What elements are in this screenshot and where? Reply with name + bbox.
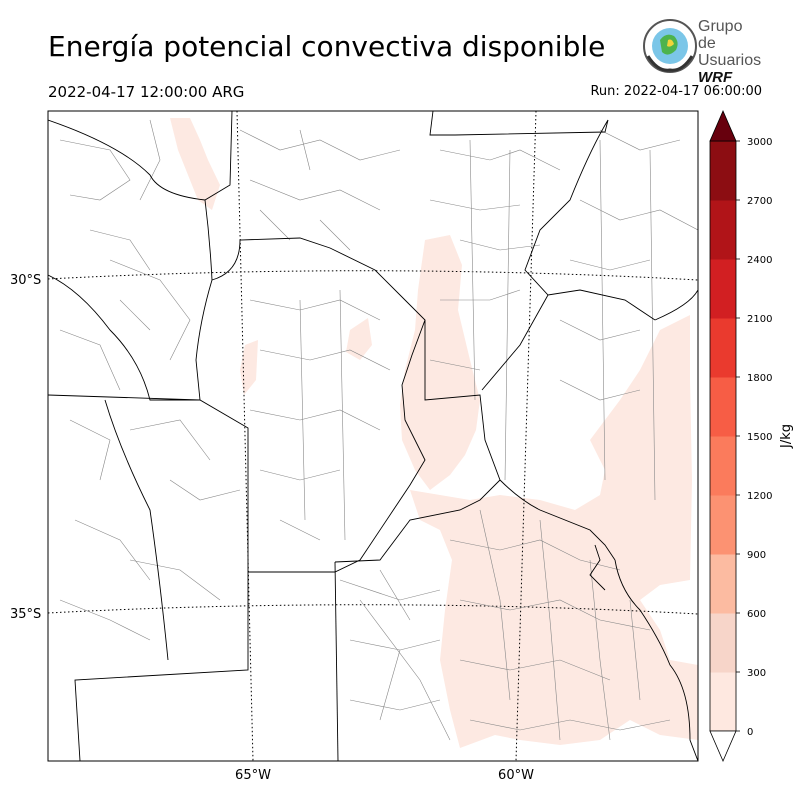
colorbar-tick-label: 2400 [747, 255, 772, 266]
colorbar-band [710, 554, 736, 614]
colorbar-band [710, 613, 736, 673]
valid-time: 2022-04-17 12:00:00 ARG [48, 83, 245, 101]
colorbar-unit-label: J/kg [779, 424, 794, 449]
colorbar-band [710, 318, 736, 378]
logo-line-3: WRF [698, 69, 733, 86]
colorbar-band [710, 495, 736, 555]
colorbar-band [710, 672, 736, 732]
province-boundaries [48, 111, 698, 761]
run-time: Run: 2022-04-17 06:00:00 [590, 84, 762, 99]
map-frame [47, 110, 699, 762]
colorbar-tick-label: 1500 [747, 432, 772, 443]
globe-icon [643, 19, 697, 73]
colorbar-over-triangle [709, 109, 737, 142]
wrf-logo: Grupo de Usuarios WRF [640, 16, 762, 86]
colorbar-band [710, 200, 736, 260]
lon-label-65w: 65°W [235, 768, 271, 783]
colorbar-tick-label: 2700 [747, 196, 772, 207]
cape-field [170, 118, 698, 748]
map-area [48, 111, 698, 761]
colorbar-band [710, 141, 736, 201]
colorbar: 0 300 600 900 1200 1500 1800 2100 2400 2700 3000 J… [709, 109, 794, 763]
colorbar-band [710, 436, 736, 496]
colorbar-under-triangle [709, 730, 737, 763]
colorbar-tick-label: 600 [747, 609, 766, 620]
graticule [48, 111, 698, 761]
department-boundaries [59, 119, 698, 741]
lon-label-60w: 60°W [498, 768, 534, 783]
logo-line-2: Usuarios [698, 52, 762, 69]
lat-label-30s: 30°S [10, 273, 41, 288]
colorbar-tick-label: 900 [747, 550, 766, 561]
colorbar-tick-label: 3000 [747, 137, 772, 148]
colorbar-band [710, 377, 736, 437]
map-title: Energía potencial convectiva disponible [48, 30, 606, 63]
colorbar-tick-label: 2100 [747, 314, 772, 325]
colorbar-tick-label: 1800 [747, 373, 772, 384]
colorbar-tick-label: 0 [747, 727, 753, 738]
lat-label-35s: 35°S [10, 607, 41, 622]
logo-line-1: Grupo de [698, 18, 743, 52]
colorbar-band [710, 259, 736, 319]
colorbar-tick-label: 300 [747, 668, 766, 679]
colorbar-tick-label: 1200 [747, 491, 772, 502]
